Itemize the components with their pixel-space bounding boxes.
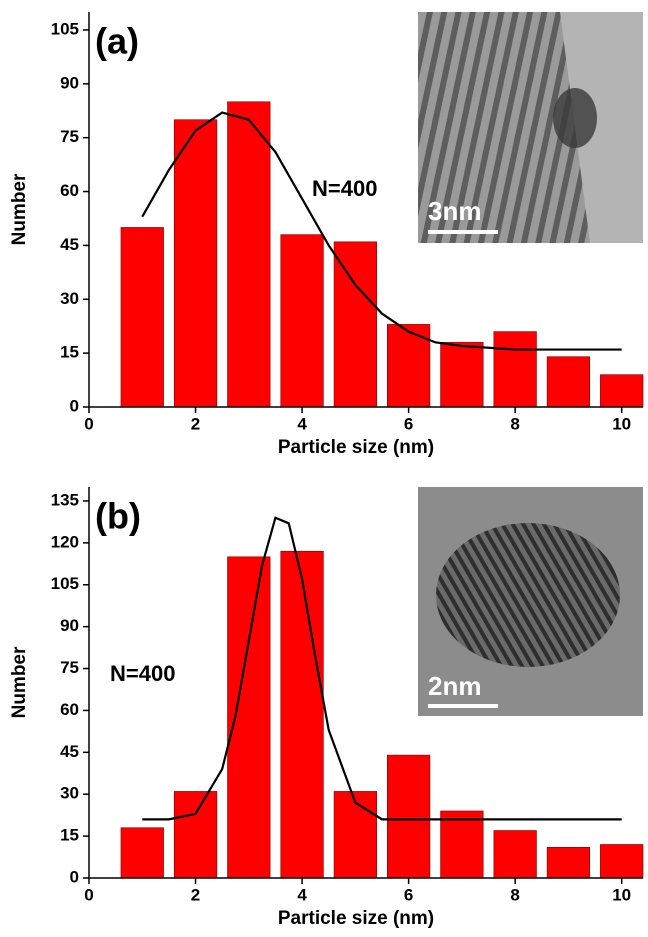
y-tick-label: 135 (51, 490, 79, 509)
fit-curve (142, 516, 622, 821)
bar (227, 556, 271, 879)
y-tick-label: 45 (60, 742, 79, 761)
y-tick-label: 75 (60, 658, 79, 677)
bar (440, 342, 484, 408)
annotation: N=400 (110, 661, 175, 686)
y-tick-label: 0 (70, 867, 79, 886)
y-tick-label: 105 (51, 574, 79, 593)
bar (120, 827, 164, 879)
x-tick-label: 4 (297, 885, 307, 904)
bar (280, 234, 324, 408)
x-tick-label: 0 (84, 414, 93, 433)
y-tick-label: 60 (60, 181, 79, 200)
y-tick-label: 90 (60, 73, 79, 92)
y-axis-title: Number (9, 646, 30, 718)
bar (333, 791, 377, 879)
fit-curve (141, 111, 622, 351)
annotation: N=400 (312, 176, 377, 201)
bar (280, 550, 324, 879)
bar (120, 227, 164, 408)
y-tick-label: 60 (60, 700, 79, 719)
x-tick-label: 8 (510, 885, 519, 904)
y-tick-label: 75 (60, 127, 79, 146)
bar (440, 810, 484, 879)
x-tick-label: 2 (191, 414, 200, 433)
bar (387, 754, 431, 879)
bar (600, 374, 644, 408)
y-tick-label: 45 (60, 235, 79, 254)
x-tick-label: 2 (191, 885, 200, 904)
x-tick-label: 6 (404, 885, 413, 904)
y-tick-label: 0 (70, 396, 79, 415)
bar (493, 331, 537, 408)
y-tick-label: 15 (60, 826, 79, 845)
y-axis-title: Number (9, 173, 30, 245)
bar (227, 101, 271, 408)
y-tick-label: 120 (51, 532, 79, 551)
y-tick-label: 30 (60, 784, 79, 803)
x-axis-title: Particle size (nm) (278, 437, 434, 458)
inset-image-b (418, 487, 643, 716)
bar (546, 846, 591, 879)
panel-label: (b) (95, 496, 141, 537)
inset-image-a (418, 12, 643, 243)
x-tick-label: 10 (612, 885, 631, 904)
bar (546, 356, 591, 408)
y-tick-label: 15 (60, 343, 79, 362)
bar (493, 830, 537, 879)
y-tick-label: 90 (60, 616, 79, 635)
x-tick-label: 10 (612, 414, 631, 433)
x-tick-label: 6 (404, 414, 413, 433)
scale-bar-label: 3nm (428, 196, 481, 226)
x-tick-label: 8 (510, 414, 519, 433)
y-tick-label: 105 (51, 19, 79, 38)
x-tick-label: 0 (84, 885, 93, 904)
bar (600, 844, 644, 879)
x-axis-title: Particle size (nm) (278, 908, 434, 929)
panel-label: (a) (95, 21, 139, 62)
scale-bar-label: 2nm (428, 671, 481, 701)
bar (173, 791, 218, 879)
bar (333, 241, 377, 408)
y-tick-label: 30 (60, 289, 79, 308)
x-tick-label: 4 (297, 414, 307, 433)
bar (173, 119, 218, 408)
